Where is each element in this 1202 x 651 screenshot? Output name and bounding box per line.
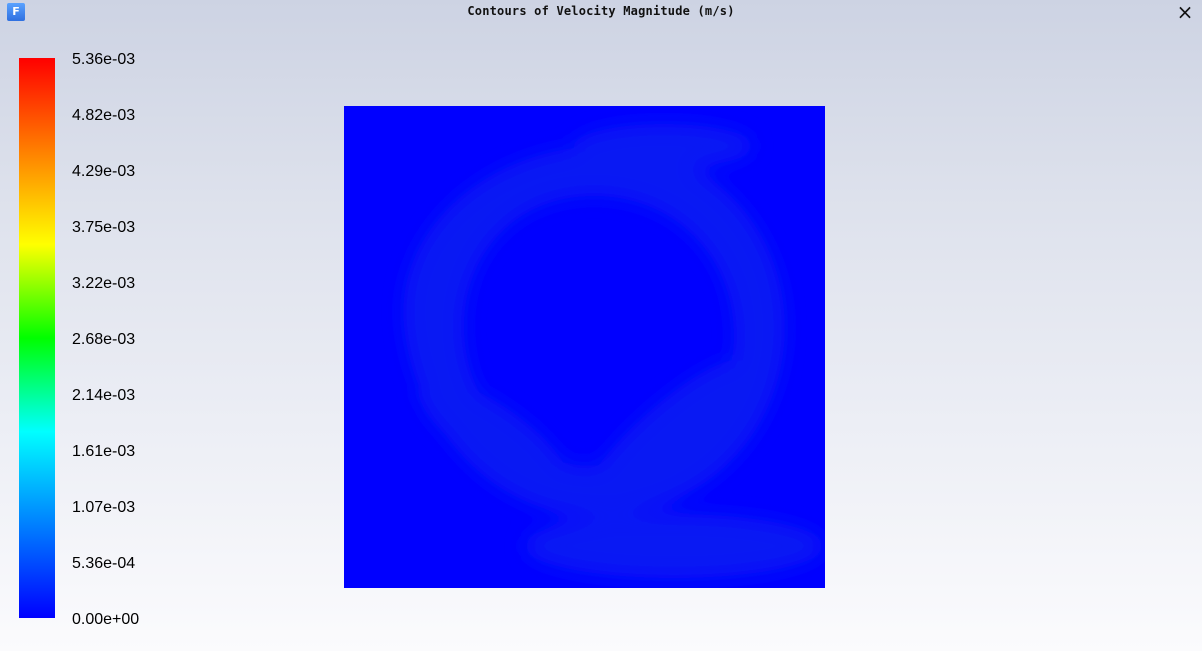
colorbar-label-6: 2.14e-03 (72, 387, 136, 404)
colorbar-label-5: 2.68e-03 (72, 331, 136, 348)
contour-patch-bottom (524, 514, 824, 578)
colorbar-label-1: 4.82e-03 (72, 107, 136, 124)
colorbar-label-0: 5.36e-03 (72, 51, 136, 68)
colorbar (19, 58, 55, 618)
colorbar-label-2: 4.29e-03 (72, 163, 136, 180)
colorbar-label-10: 0.00e+00 (72, 611, 140, 628)
colorbar-label-8: 1.07e-03 (72, 499, 136, 516)
colorbar-label-9: 5.36e-04 (72, 555, 136, 572)
close-button[interactable]: × (1176, 0, 1194, 24)
app-icon: F (7, 3, 25, 21)
window-title: Contours of Velocity Magnitude (m/s) (467, 4, 735, 18)
colorbar-label-3: 3.75e-03 (72, 219, 136, 236)
colorbar-label-7: 1.61e-03 (72, 443, 136, 460)
contour-patch-top (574, 124, 754, 168)
colorbar-label-4: 3.22e-03 (72, 275, 136, 292)
contour-field (403, 124, 824, 578)
contour-plot[interactable] (344, 106, 825, 588)
contour-ring-outer (403, 146, 785, 516)
contour-patch-left (418, 378, 570, 494)
contour-patch-diagonal (580, 359, 748, 513)
